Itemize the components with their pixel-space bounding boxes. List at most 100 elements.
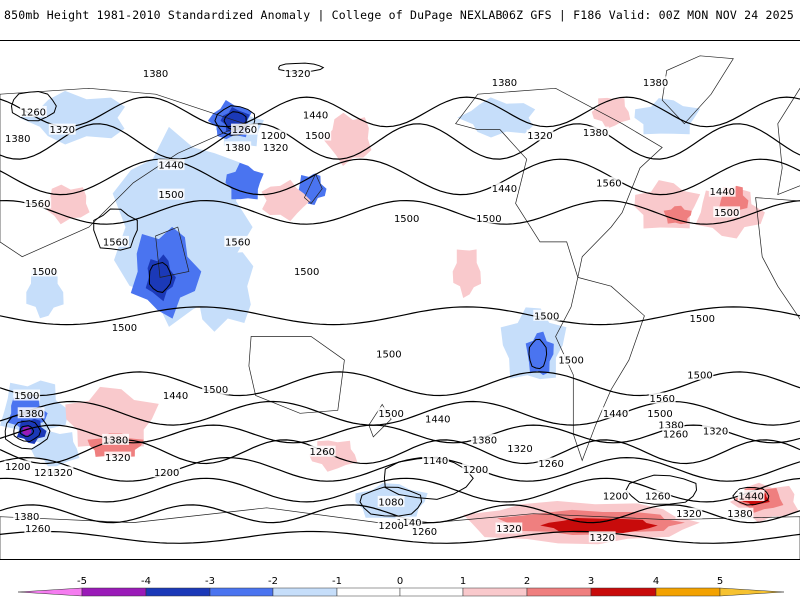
colorbar-tick-label: -5 <box>77 576 87 587</box>
contour-1320-north <box>0 96 800 128</box>
contour-label: 1320 <box>105 453 130 464</box>
coastline-asia <box>0 87 246 258</box>
colorbar-swatch-neg3 <box>145 587 211 597</box>
contour-label: 1500 <box>14 391 39 402</box>
contour-label-bg <box>648 392 676 404</box>
contour-label-bg <box>646 407 674 419</box>
contour-label: 1380 <box>5 134 30 145</box>
contour-label: 1260 <box>309 447 334 458</box>
contour-high-1560-pacific <box>93 208 138 251</box>
contour-label-bg <box>231 123 258 135</box>
contour-label-bg <box>17 407 45 419</box>
colorbar-swatch-pos3 <box>590 587 657 597</box>
contour-label-bg <box>475 212 503 224</box>
contour-label: 1500 <box>647 409 672 420</box>
contour-label: 1380 <box>14 512 39 523</box>
contour-label: 1500 <box>534 311 559 322</box>
contour-label-bg <box>688 312 716 324</box>
pos-anomaly-greenland <box>591 97 631 129</box>
contour-low-pacific <box>148 261 173 293</box>
contour-label: 1440 <box>303 110 328 121</box>
contour-label: 1560 <box>649 394 674 405</box>
contour-label-bg <box>262 141 289 153</box>
contour-label: 1440 <box>158 161 183 172</box>
contour-label: 1200 <box>154 468 179 479</box>
contour-label: 1380 <box>492 78 517 89</box>
contour-label: 1200 <box>378 521 403 532</box>
contour-label-bg <box>157 159 185 171</box>
contour-label: 1440 <box>738 492 763 503</box>
contour-label-bg <box>662 427 689 439</box>
anomaly-map: 1380 1320 1380 1380 1260 1320 1380 1260 1200 1380… <box>0 40 800 560</box>
contour-label-bg <box>491 182 518 194</box>
contour-label-bg <box>102 433 129 445</box>
colorbar-swatch-neg5 <box>17 587 83 597</box>
contour-label: 1140 <box>396 518 421 529</box>
colorbar-tick-label: 5 <box>717 576 723 587</box>
contour-label: 1500 <box>378 409 403 420</box>
contour-label: 1140 <box>423 456 448 467</box>
contour-label-bg <box>224 235 252 247</box>
contour-label: 1500 <box>158 190 183 201</box>
contour-label: 1440 <box>709 187 734 198</box>
contour-label-bg <box>19 105 47 117</box>
neg-anomaly-barents <box>634 98 701 135</box>
contour-label-bg <box>675 507 703 519</box>
contour-label-bg <box>377 495 405 507</box>
contour-label: 1320 <box>49 125 74 136</box>
pos-anomaly-north-pacific-ridge <box>261 179 311 222</box>
contour-label: 1560 <box>225 237 250 248</box>
contour-label-bg <box>471 433 498 445</box>
contour-label-bg <box>153 466 181 478</box>
contour-label-bg <box>506 442 534 454</box>
colorbar-swatch-neg1 <box>272 587 338 597</box>
contour-1320-polar <box>0 530 800 544</box>
contour-1320-south <box>0 439 800 465</box>
contour-low-1080 <box>359 486 423 517</box>
contour-label-bg <box>602 407 629 419</box>
neg-anomaly-bering <box>19 90 126 145</box>
contour-1440-north <box>0 158 800 196</box>
contour-label: 1440 <box>603 409 628 420</box>
contour-label: 1500 <box>203 385 228 396</box>
contour-high-1440-south <box>732 486 770 506</box>
contour-label: 1560 <box>103 237 128 248</box>
contour-label: 1200 <box>261 131 286 142</box>
contour-label-bg <box>557 354 585 366</box>
contour-label: 1320 <box>47 468 72 479</box>
neg3-anomaly-south-atlantic-low <box>16 418 47 444</box>
contour-label-bg <box>48 123 76 135</box>
colorbar-tick-label: -2 <box>268 576 278 587</box>
color-scale-bar: -5 -4 -3 -2 -1 0 1 2 3 4 5 <box>17 576 785 597</box>
contour-label: 1560 <box>25 199 50 210</box>
contour-label-bg <box>142 67 169 79</box>
contour-label-bg <box>526 129 554 141</box>
contour-label: 1320 <box>589 533 614 544</box>
pos2-anomaly-south-indian <box>87 433 144 458</box>
neg-anomaly-pacific-south <box>185 238 254 332</box>
contour-label-bg <box>657 419 685 431</box>
contour-label-bg <box>644 490 672 501</box>
contour-label: 1260 <box>25 524 50 535</box>
colorbar-swatch-pos5 <box>719 587 785 597</box>
contour-label-bg <box>162 389 189 401</box>
contour-label-bg <box>602 490 629 501</box>
height-contour-layer <box>0 62 800 544</box>
contour-1500-south <box>0 371 800 397</box>
colorbar-swatches <box>17 587 785 597</box>
colorbar-tick-label: 2 <box>524 576 530 587</box>
contour-label-bg <box>24 522 52 534</box>
contour-label: 1500 <box>294 267 319 278</box>
contour-label-bg <box>4 132 32 144</box>
contour-label: 1380 <box>643 78 668 89</box>
contour-label-bg <box>377 407 405 419</box>
contour-label-bg <box>595 176 623 188</box>
coastline-north-america <box>455 87 663 279</box>
contour-label: 1500 <box>558 356 583 367</box>
contour-label: 1440 <box>492 184 517 195</box>
contour-label-bg <box>582 126 609 138</box>
contour-1380-north <box>0 123 800 160</box>
contour-low-south-atlantic-core <box>19 425 35 437</box>
contour-label: 1260 <box>663 429 688 440</box>
